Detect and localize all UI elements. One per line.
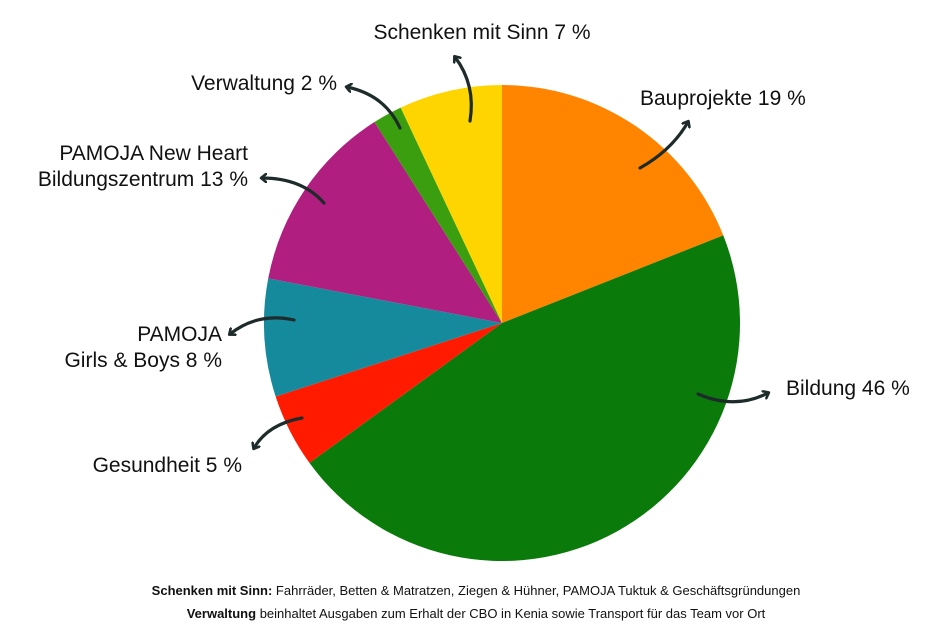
footnote-schenken: Schenken mit Sinn: Fahrräder, Betten & M… xyxy=(0,583,952,598)
label-schenken-mit-sinn-7: Schenken mit Sinn 7 % xyxy=(373,21,590,44)
arrow-pamoja-new-heart-bildungszentrum-13 xyxy=(262,178,326,205)
footnote-schenken-text: Fahrräder, Betten & Matratzen, Ziegen & … xyxy=(272,583,801,598)
label-verwaltung-2: Verwaltung 2 % xyxy=(191,72,337,95)
slice-pamoja-new-heart-bildungszentrum-13 xyxy=(268,122,502,323)
footnote-verwaltung: Verwaltung beinhaltet Ausgaben zum Erhal… xyxy=(0,606,952,621)
footnote-verwaltung-term: Verwaltung xyxy=(186,606,257,621)
slice-gesundheit-5 xyxy=(275,323,502,463)
slice-labels: Bauprojekte 19 % Bildung 46 % Gesundheit 5… xyxy=(38,21,910,477)
slice-bauprojekte-19 xyxy=(502,85,724,323)
slice-verwaltung-2 xyxy=(374,107,502,324)
arrow-bildung-46 xyxy=(696,393,768,404)
slice-pamoja-girls-and-boys-8 xyxy=(264,278,502,397)
label-line: Gesundheit 5 % xyxy=(93,454,242,477)
label-bildung-46: Bildung 46 % xyxy=(786,377,910,400)
arrow-gesundheit-5 xyxy=(254,416,304,448)
arrow-pamoja-girls-and-boys-8 xyxy=(230,316,296,334)
label-pamoja-girls-and-boys-8: PAMOJA Girls & Boys 8 % xyxy=(64,323,222,372)
arrow-verwaltung-2 xyxy=(347,87,402,130)
footnote-verwaltung-text: beinhaltet Ausgaben zum Erhalt der CBO i… xyxy=(256,606,766,621)
label-line: PAMOJA xyxy=(137,323,222,346)
label-gesundheit-5: Gesundheit 5 % xyxy=(93,454,242,477)
label-line: Girls & Boys 8 % xyxy=(64,349,222,372)
pie-chart: Bauprojekte 19 % Bildung 46 % Gesundheit 5… xyxy=(38,21,910,562)
footnote-schenken-term: Schenken mit Sinn: xyxy=(151,583,273,598)
arrow-schenken-mit-sinn-7 xyxy=(455,57,473,123)
pie-slices xyxy=(264,85,741,562)
label-line: Bildung 46 % xyxy=(786,377,910,400)
label-arrows xyxy=(230,57,768,448)
label-bauprojekte-19: Bauprojekte 19 % xyxy=(640,87,806,110)
label-line: Bildungszentrum 13 % xyxy=(38,168,248,191)
label-line: Schenken mit Sinn 7 % xyxy=(373,21,590,44)
label-line: Verwaltung 2 % xyxy=(191,72,337,95)
slice-schenken-mit-sinn-7 xyxy=(400,85,502,323)
label-pamoja-new-heart-bildungszentrum-13: PAMOJA New Heart Bildungszentrum 13 % xyxy=(38,142,248,191)
arrow-bauprojekte-19 xyxy=(638,122,688,170)
slice-bildung-46 xyxy=(309,235,741,562)
label-line: PAMOJA New Heart xyxy=(59,142,248,165)
label-line: Bauprojekte 19 % xyxy=(640,87,806,110)
